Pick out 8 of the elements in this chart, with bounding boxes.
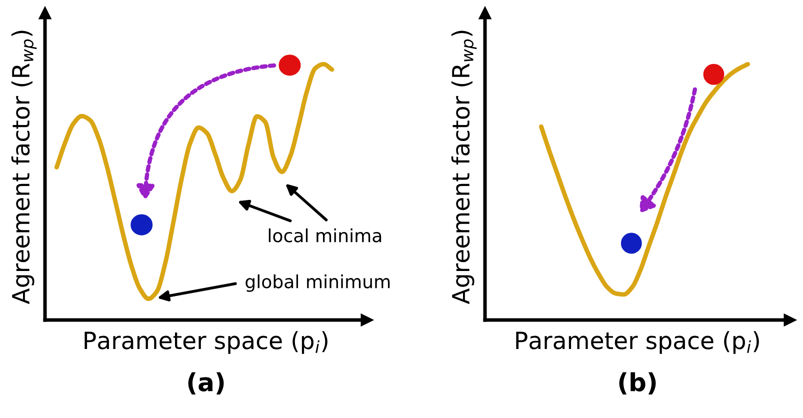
y-axis-title: Agreement factor (R$_{wp}$) (451, 30, 477, 304)
y-axis-title: Agreement factor (R$_{wp}$) (11, 30, 37, 304)
text: (b) (619, 372, 656, 394)
annotation: local minima (268, 228, 382, 242)
x-axis-title: Parameter space (p$_{i}$) (84, 331, 328, 354)
annotation: global minimum (246, 274, 390, 292)
text: (a) (188, 372, 224, 394)
x-axis-title: Parameter space (p$_{i}$) (516, 331, 759, 354)
